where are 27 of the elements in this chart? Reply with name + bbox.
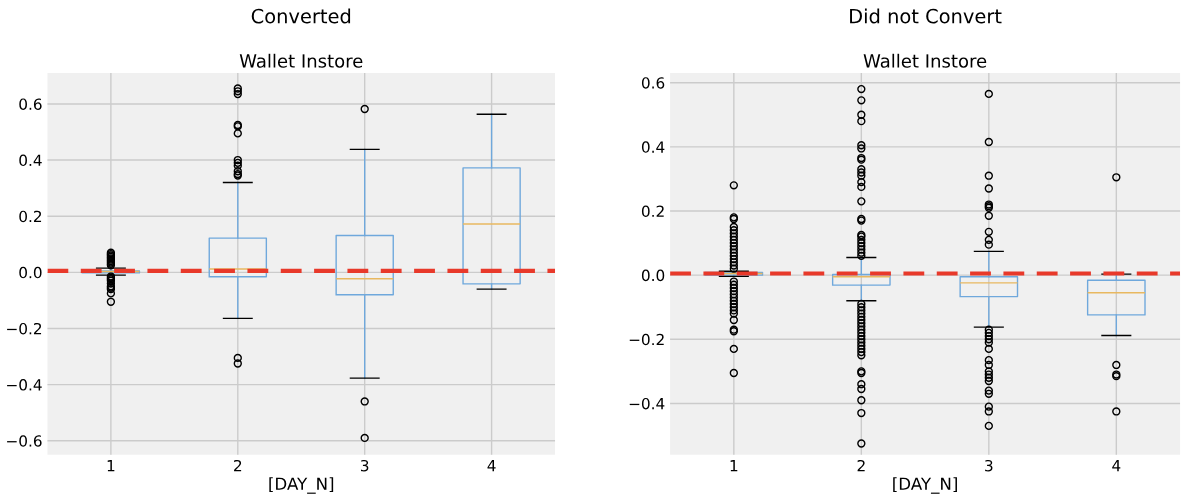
y-tick-label: −0.2: [629, 333, 664, 346]
x-tick-label: 2: [857, 459, 865, 472]
x-tick-label: 3: [361, 459, 369, 472]
x-axis-title: [DAY_N]: [893, 477, 957, 494]
y-tick-label: 0.0: [641, 269, 665, 282]
x-tick-label: 4: [1112, 460, 1121, 472]
x-tick-label: 2: [234, 459, 242, 472]
chart-title: Converted: [251, 8, 351, 24]
y-tick-label: −0.6: [7, 435, 42, 447]
y-tick-label: −0.4: [629, 397, 665, 410]
y-tick-label: 0.0: [19, 266, 42, 279]
chart-subtitle: Wallet Instore: [239, 53, 363, 68]
x-axis-title: [DAY_N]: [269, 477, 334, 494]
y-tick-label: 0.4: [19, 154, 42, 167]
chart-subtitle: Wallet Instore: [863, 53, 987, 68]
x-tick-label: 1: [730, 460, 738, 472]
y-tick-label: 0.2: [641, 205, 664, 217]
y-tick-label: −0.2: [7, 322, 42, 335]
y-tick-label: 0.2: [19, 210, 42, 223]
chart-title: Did not Convert: [850, 8, 1002, 24]
y-tick-label: 0.6: [19, 98, 42, 110]
y-tick-label: 0.4: [641, 141, 665, 153]
x-tick-label: 4: [487, 460, 496, 472]
x-tick-label: 3: [985, 459, 993, 472]
y-tick-label: 0.6: [641, 77, 665, 89]
y-tick-label: −0.4: [7, 379, 42, 391]
x-tick-label: 1: [107, 460, 115, 472]
